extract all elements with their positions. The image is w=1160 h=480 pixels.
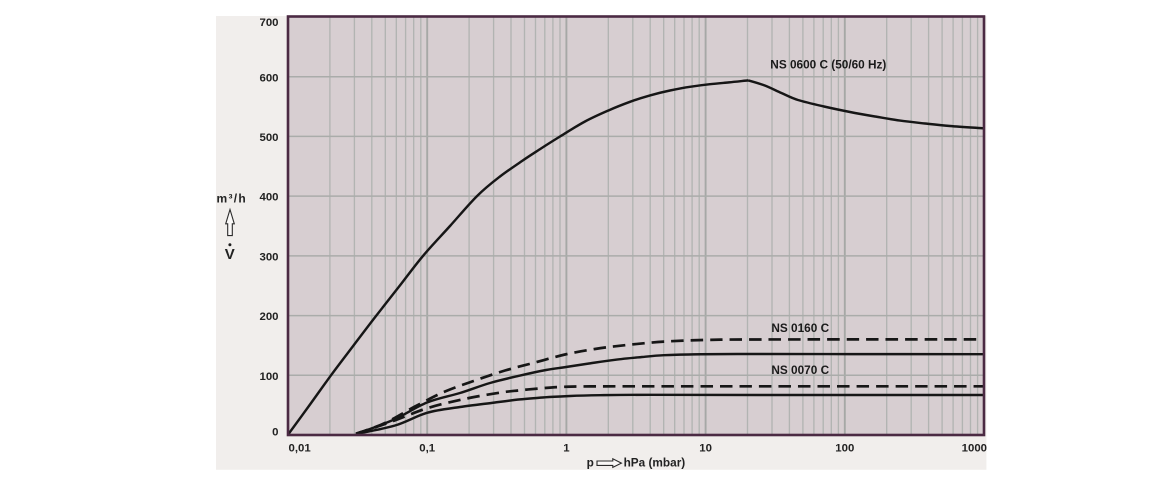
svg-text:600: 600	[259, 72, 278, 84]
svg-text:400: 400	[259, 192, 278, 204]
svg-text:10: 10	[699, 442, 712, 454]
svg-text:V: V	[225, 246, 235, 263]
svg-text:hPa (mbar): hPa (mbar)	[624, 455, 686, 469]
svg-text:0,1: 0,1	[419, 442, 435, 454]
svg-text:NS 0600 C (50/60 Hz): NS 0600 C (50/60 Hz)	[770, 58, 886, 72]
svg-text:300: 300	[259, 252, 278, 264]
svg-text:100: 100	[259, 371, 278, 383]
svg-text:1: 1	[563, 442, 570, 454]
svg-text:500: 500	[259, 132, 278, 144]
svg-text:p: p	[587, 455, 594, 469]
svg-text:700: 700	[259, 17, 278, 29]
svg-text:NS 0160 C: NS 0160 C	[771, 321, 829, 335]
svg-text:NS 0070 C: NS 0070 C	[771, 363, 829, 377]
svg-text:0,01: 0,01	[289, 442, 312, 454]
svg-text:0: 0	[272, 426, 278, 438]
svg-text:200: 200	[259, 311, 278, 323]
svg-text:m³/h: m³/h	[217, 192, 248, 206]
svg-text:100: 100	[835, 442, 854, 454]
svg-text:1000: 1000	[962, 442, 987, 454]
